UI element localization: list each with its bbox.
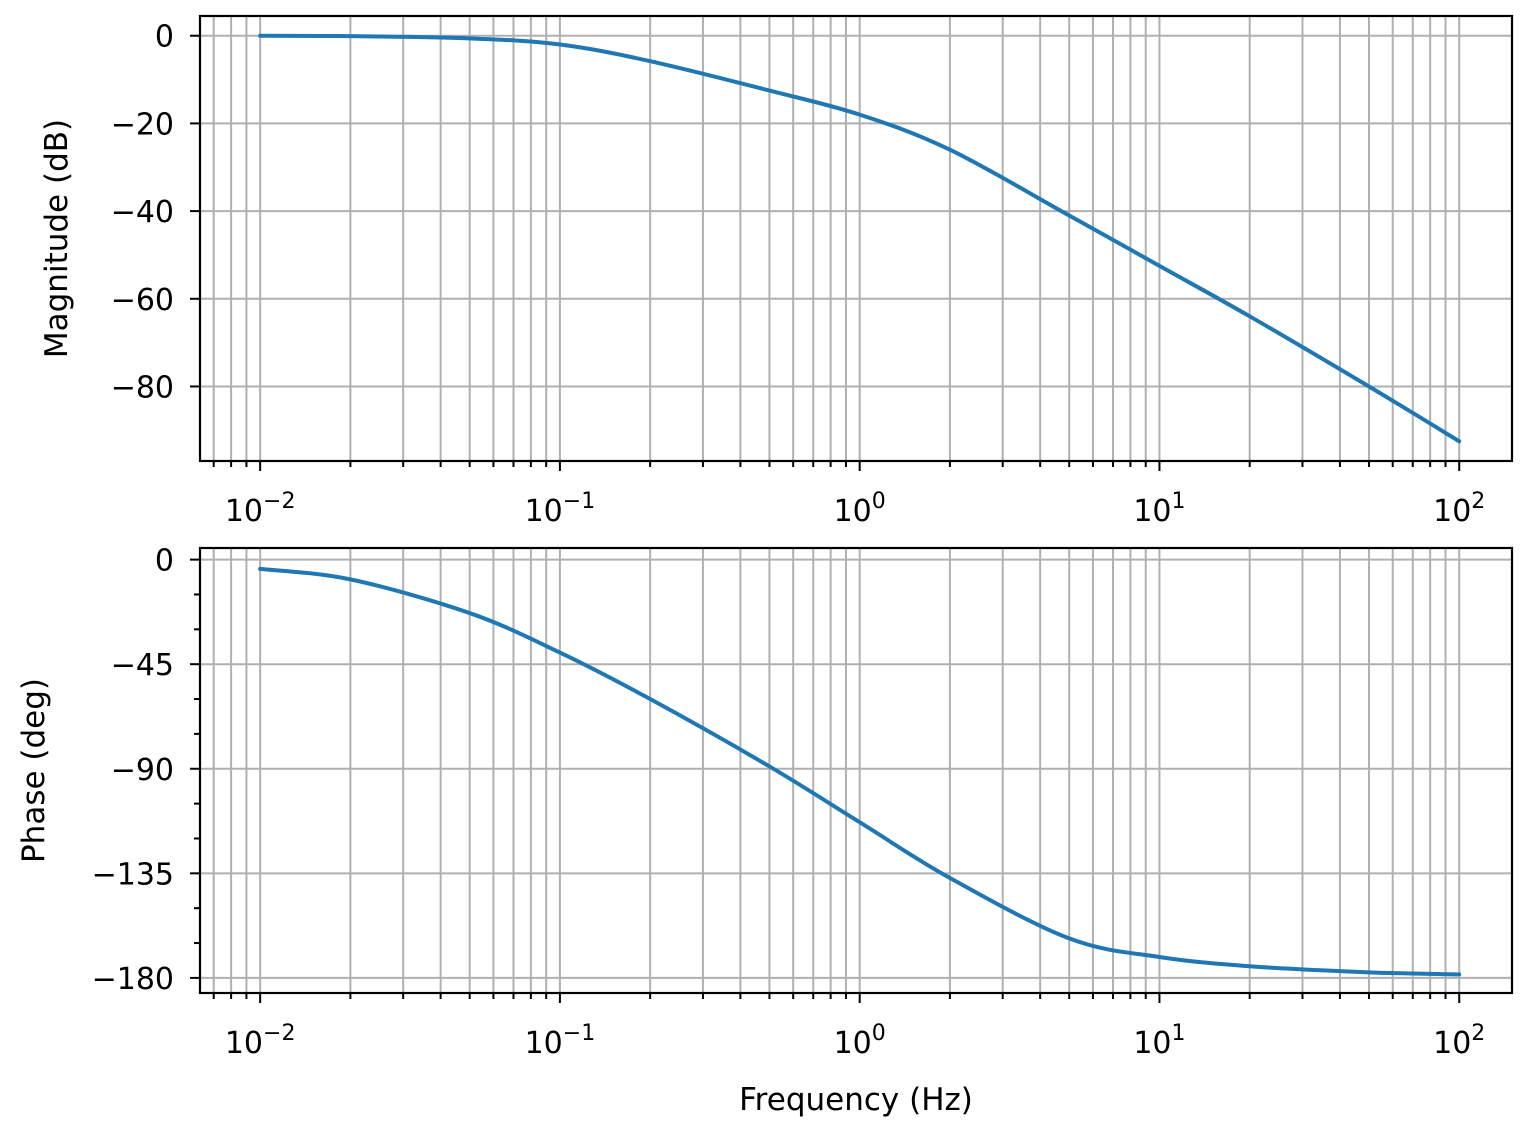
y-tick-label: −90: [111, 753, 174, 788]
y-tick-label: −180: [92, 962, 174, 997]
y-tick-label: −40: [111, 195, 174, 230]
phase-plot: 10−2 10−1 100 101 102 0 −45 −90 −135 −180 Phase (d…: [16, 544, 1514, 1118]
phase-axes-frame: [198, 546, 1514, 995]
y-tick-label: 0: [155, 544, 174, 579]
y-tick-label: −45: [111, 648, 174, 683]
y-tick-label: −20: [111, 107, 174, 142]
phase-grid: [200, 548, 1512, 993]
y-axis-label: Phase (deg): [16, 678, 52, 863]
x-tick-label: 10−2: [225, 489, 296, 529]
x-tick-label: 100: [834, 489, 886, 529]
y-tick-label: 0: [155, 20, 174, 55]
x-axis-label: Frequency (Hz): [739, 1082, 973, 1118]
y-tick-label: −135: [92, 857, 174, 892]
magnitude-plot: 10−2 10−1 100 101 102 0 −20 −40 −60 −80 Magnitude …: [39, 14, 1514, 529]
x-tick-label: 10−1: [525, 1021, 596, 1061]
y-tick-label: −60: [111, 283, 174, 318]
y-axis-label: Magnitude (dB): [39, 119, 75, 358]
x-tick-label: 10−2: [225, 1021, 296, 1061]
x-tick-label: 102: [1433, 489, 1485, 529]
magnitude-axes-frame: [198, 14, 1514, 463]
x-tick-label: 102: [1433, 1021, 1485, 1061]
x-tick-label: 10−1: [525, 489, 596, 529]
magnitude-grid: [200, 16, 1512, 461]
phase-series-line: [258, 566, 1462, 977]
x-tick-label: 100: [834, 1021, 886, 1061]
y-tick-label: −80: [111, 370, 174, 405]
magnitude-series-line: [258, 33, 1462, 444]
x-tick-label: 101: [1133, 489, 1185, 529]
x-tick-label: 101: [1133, 1021, 1185, 1061]
